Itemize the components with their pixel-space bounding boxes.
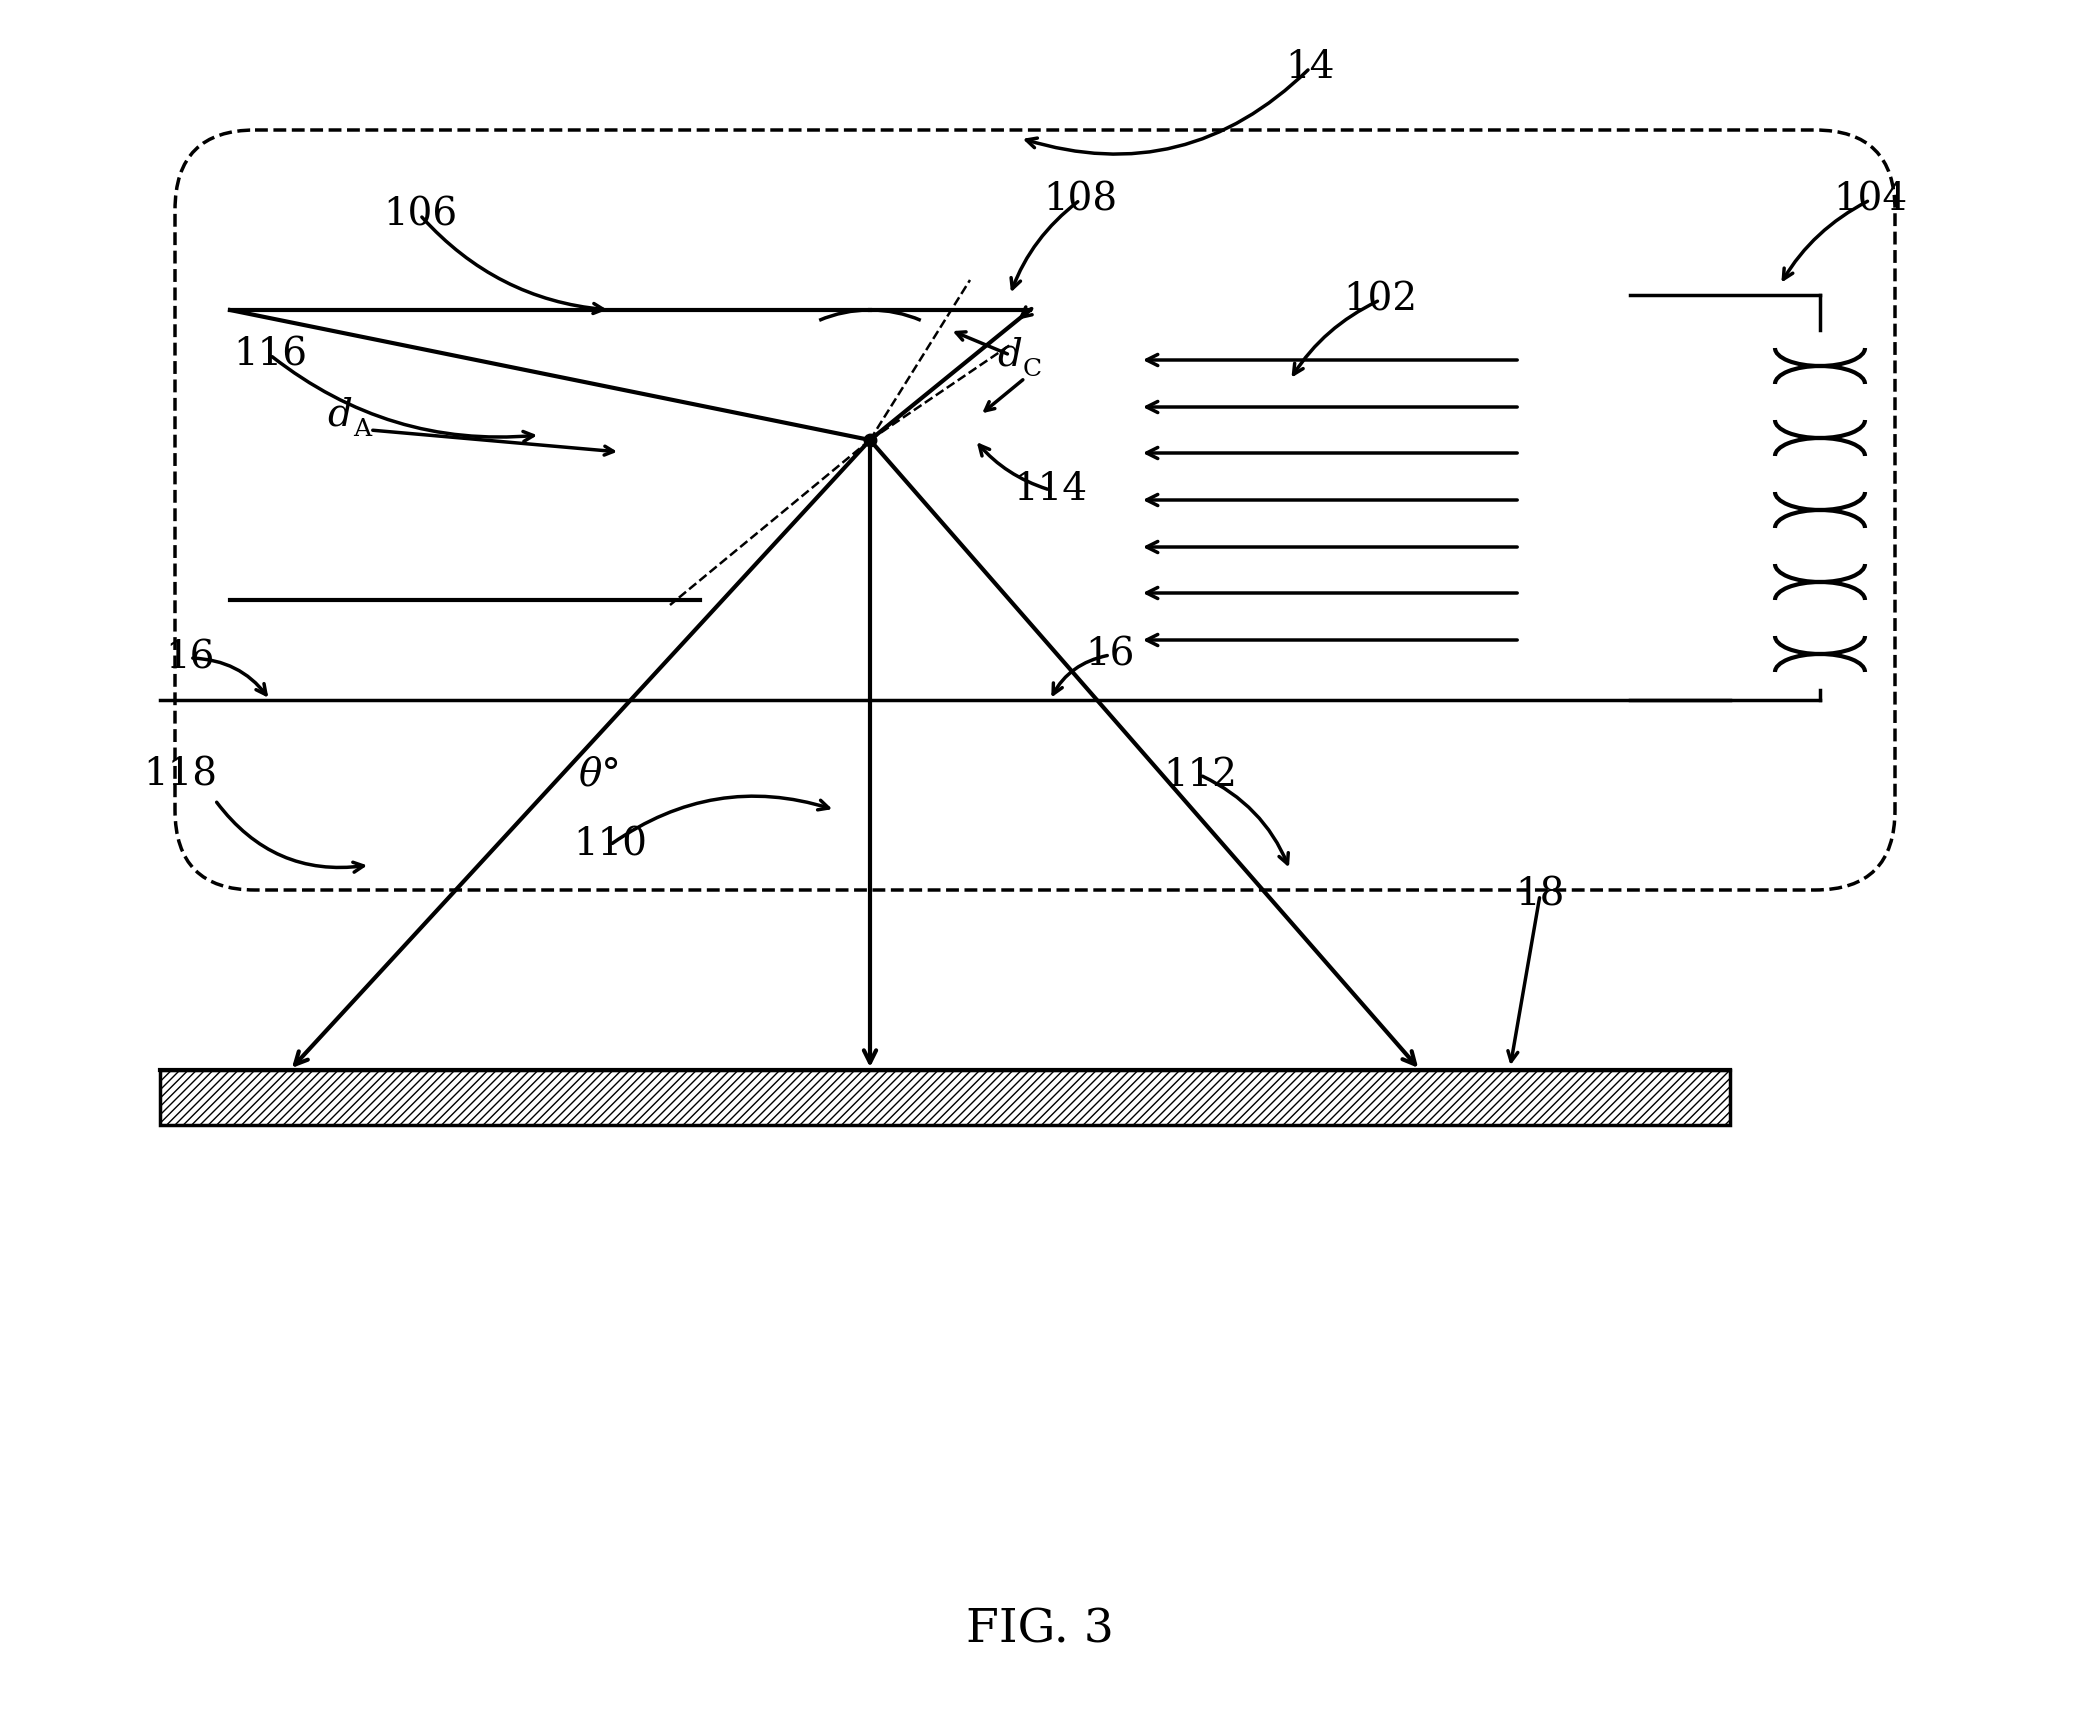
Text: FIG. 3: FIG. 3	[966, 1608, 1113, 1653]
Text: θ°: θ°	[579, 757, 622, 793]
Text: A: A	[354, 418, 370, 441]
Bar	[160, 1069, 1729, 1125]
Text: 18: 18	[1515, 877, 1565, 913]
Text: d: d	[997, 337, 1022, 373]
Text: 110: 110	[572, 826, 647, 863]
Text: d: d	[327, 396, 352, 434]
Text: 116: 116	[233, 337, 308, 373]
Text: 102: 102	[1342, 281, 1417, 318]
Text: 118: 118	[144, 757, 216, 793]
Text: 106: 106	[383, 196, 458, 234]
Text: 16: 16	[1086, 637, 1134, 674]
Text: 114: 114	[1013, 472, 1086, 509]
Text: 112: 112	[1163, 757, 1236, 793]
Text: 14: 14	[1286, 50, 1334, 87]
Text: C: C	[1022, 359, 1043, 382]
Text: 108: 108	[1043, 182, 1117, 219]
Text: 16: 16	[164, 639, 214, 677]
Text: 104: 104	[1833, 182, 1906, 219]
